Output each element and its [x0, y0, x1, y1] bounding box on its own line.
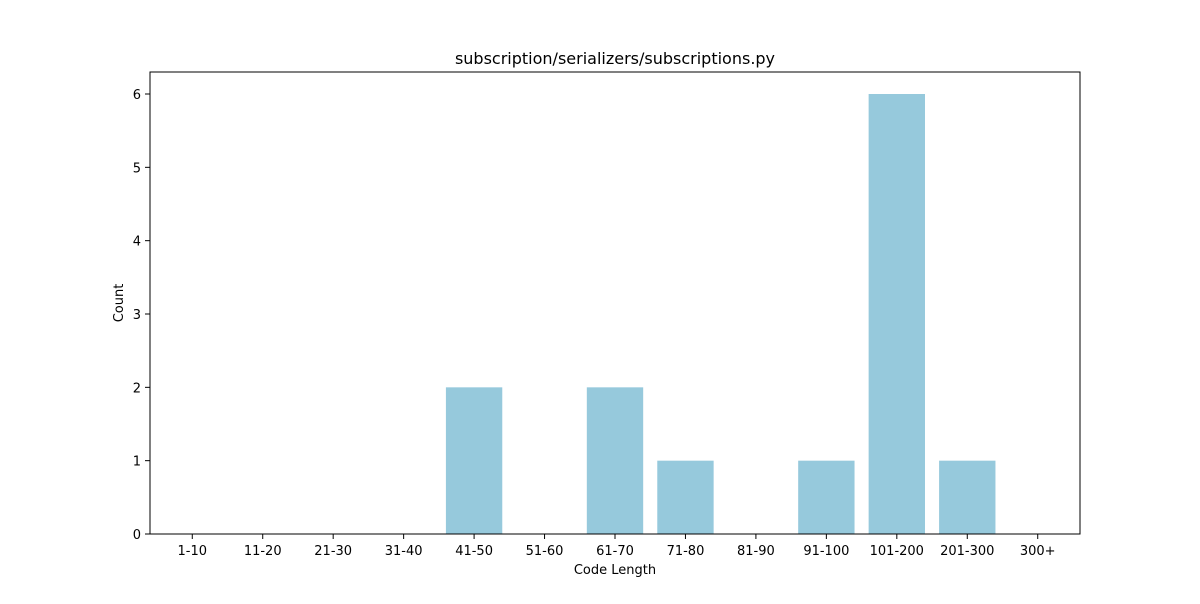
x-tick-label: 51-60 [526, 544, 564, 559]
y-axis-ticks: 0 1 2 3 4 5 6 [133, 88, 150, 543]
bars-layer [445, 94, 996, 534]
y-tick-label: 0 [133, 528, 141, 543]
x-tick-label: 71-80 [667, 544, 705, 559]
bar-41-50 [445, 387, 503, 534]
y-tick-label: 2 [133, 381, 141, 396]
bar-101-200 [868, 94, 925, 534]
x-tick-label: 101-200 [870, 544, 924, 559]
x-axis-ticks: 1-10 11-20 21-30 31-40 41-50 51-60 61-70 71-80 8… [178, 534, 1056, 559]
y-tick-label: 3 [133, 308, 141, 323]
bar-61-70 [586, 387, 644, 534]
x-tick-label: 31-40 [385, 544, 423, 559]
x-tick-label: 61-70 [596, 544, 634, 559]
y-tick-label: 4 [133, 235, 141, 250]
x-tick-label: 41-50 [455, 544, 493, 559]
x-axis-label: Code Length [574, 563, 656, 578]
x-tick-label: 300+ [1020, 544, 1056, 559]
y-axis-label: Count [112, 284, 127, 323]
y-tick-label: 5 [133, 161, 141, 176]
chart-title: subscription/serializers/subscriptions.p… [455, 49, 775, 68]
x-tick-label: 11-20 [244, 544, 282, 559]
bar-201-300 [939, 460, 996, 534]
bar-91-100 [798, 460, 855, 534]
x-tick-label: 91-100 [803, 544, 849, 559]
x-tick-label: 201-300 [940, 544, 994, 559]
bar-71-80 [657, 460, 714, 534]
x-tick-label: 21-30 [314, 544, 352, 559]
y-tick-label: 1 [133, 455, 141, 470]
y-tick-label: 6 [133, 88, 141, 103]
x-tick-label: 1-10 [178, 544, 208, 559]
x-tick-label: 81-90 [737, 544, 775, 559]
